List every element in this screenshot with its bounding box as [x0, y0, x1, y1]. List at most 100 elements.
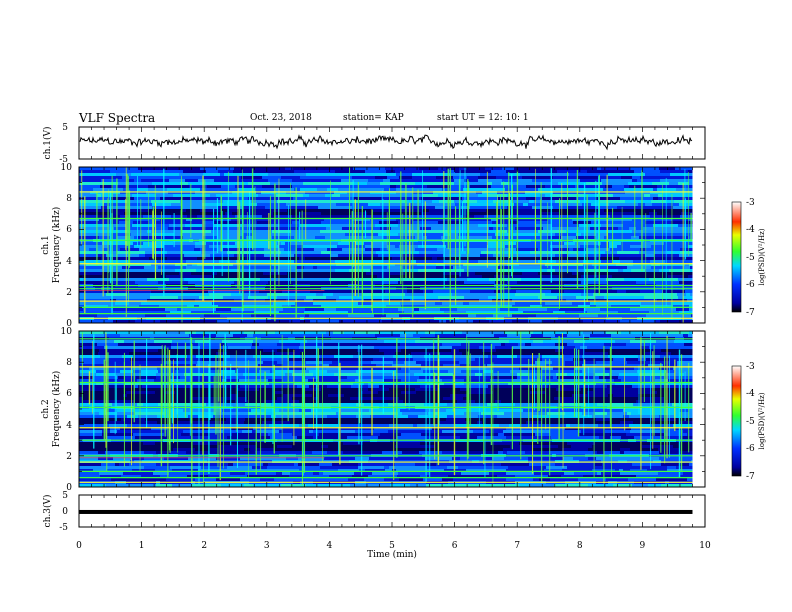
spectrogram-cell: [550, 194, 577, 197]
spectrogram-cell: [323, 281, 337, 284]
spectrogram-cell: [482, 242, 488, 245]
spectrogram-cell: [319, 472, 323, 475]
spectrogram-cell: [265, 442, 274, 445]
spectrogram-cell: [79, 251, 108, 254]
spectrogram-cell: [355, 400, 378, 403]
spec2-ytick-4: 4: [66, 421, 72, 431]
spectrogram-cell: [179, 367, 208, 370]
spectrogram-cell: [166, 478, 195, 481]
spectrogram-cell: [341, 430, 355, 433]
spectrogram-cell: [612, 349, 642, 352]
spectrogram-cell: [374, 346, 397, 349]
spectrogram-cell: [79, 349, 99, 352]
spectrogram-cell: [431, 227, 460, 230]
spectrogram-cell: [491, 185, 515, 188]
spectrogram-cell: [511, 197, 517, 200]
spectrogram-cell: [673, 305, 689, 308]
spectrogram-cell: [684, 275, 688, 278]
spectrogram-cell: [79, 293, 97, 296]
spectrogram-cell: [424, 254, 443, 257]
spectrogram-cell: [630, 430, 660, 433]
spectrogram-cell: [421, 197, 442, 200]
spectrogram-cell: [94, 182, 118, 185]
spectrogram-cell: [476, 314, 493, 317]
spectrogram-cell: [434, 269, 464, 272]
spectrogram-cell: [563, 457, 573, 460]
spectrogram-cell: [354, 182, 367, 185]
spectrogram-cell: [593, 388, 605, 391]
spectrogram-cell: [486, 212, 492, 215]
spectrogram-cell: [249, 170, 271, 173]
spectrogram-cell: [549, 197, 556, 200]
spectrogram-cell: [533, 340, 543, 343]
spectrogram-cell: [683, 167, 693, 170]
spectrogram-cell: [657, 391, 662, 394]
spectrogram-cell: [450, 185, 457, 188]
spectrogram-cell: [127, 427, 151, 430]
spectrogram-cell: [596, 361, 617, 364]
spectrogram-cell: [655, 379, 668, 382]
spectrogram-cell: [377, 278, 399, 281]
spectrogram-cell: [447, 433, 471, 436]
spectrogram-cell: [334, 355, 353, 358]
spectrogram-cell: [420, 293, 424, 296]
spectrogram-cell: [299, 472, 303, 475]
spectrogram-cell: [198, 415, 213, 418]
spectrogram-cell: [489, 430, 503, 433]
spectrogram-cell: [555, 463, 575, 466]
spectrogram-cell: [443, 484, 463, 487]
spectrogram-cell: [651, 263, 660, 266]
spectrogram-cell: [79, 463, 101, 466]
spectrogram-cell: [234, 299, 265, 302]
spectrogram-cell: [232, 433, 260, 436]
spectrogram-cell: [290, 472, 299, 475]
spectrogram-cell: [342, 227, 355, 230]
spectrogram-cell: [98, 385, 127, 388]
spectrogram-cell: [488, 296, 509, 299]
spectrogram-cell: [598, 314, 627, 317]
spectrogram-cell: [218, 170, 225, 173]
spectrogram-cell: [468, 257, 487, 260]
spectrogram-cell: [163, 334, 189, 337]
spectrogram-cell: [281, 242, 285, 245]
spectrogram-cell: [226, 385, 240, 388]
spectrogram-cell: [79, 248, 89, 251]
spectrogram-cell: [387, 266, 402, 269]
spectrogram-cell: [442, 442, 464, 445]
colorbar1-tick-m7: -7: [746, 308, 755, 318]
spectrogram-cell: [459, 361, 464, 364]
spectrogram-cell: [309, 194, 325, 197]
spectrogram-cell: [362, 349, 379, 352]
spectrogram-cell: [639, 236, 657, 239]
spectrogram-cell: [188, 227, 213, 230]
spectrogram-cell: [535, 466, 546, 469]
spectrogram-cell: [636, 364, 644, 367]
spectrogram-cell: [242, 430, 252, 433]
spectrogram-cell: [662, 194, 684, 197]
spectrogram-cell: [609, 242, 621, 245]
spectrogram-cell: [644, 296, 648, 299]
spectrogram-cell: [120, 370, 133, 373]
spectrogram-cell: [566, 230, 579, 233]
spectrogram-cell: [372, 266, 387, 269]
spectrogram-cell: [494, 275, 525, 278]
spectrogram-cell: [365, 188, 384, 191]
spectrogram-cell: [581, 388, 593, 391]
spectrogram-cell: [684, 469, 693, 472]
spectrogram-cell: [487, 254, 493, 257]
spectrogram-cell: [192, 397, 216, 400]
spectrogram-cell: [501, 463, 514, 466]
spectrogram-cell: [79, 478, 105, 481]
spectrogram-cell: [127, 275, 156, 278]
spectrogram-cell: [396, 469, 413, 472]
spectrogram-cell: [248, 412, 266, 415]
spectrogram-cell: [99, 472, 123, 475]
spectrogram-cell: [634, 170, 660, 173]
spectrogram-cell: [416, 296, 432, 299]
spectrogram-cell: [252, 466, 267, 469]
spectrogram-cell: [502, 167, 509, 170]
spectrogram-cell: [380, 272, 405, 275]
spectrogram-cell: [455, 424, 472, 427]
spectrogram-cell: [79, 397, 83, 400]
spectrogram-cell: [455, 391, 468, 394]
